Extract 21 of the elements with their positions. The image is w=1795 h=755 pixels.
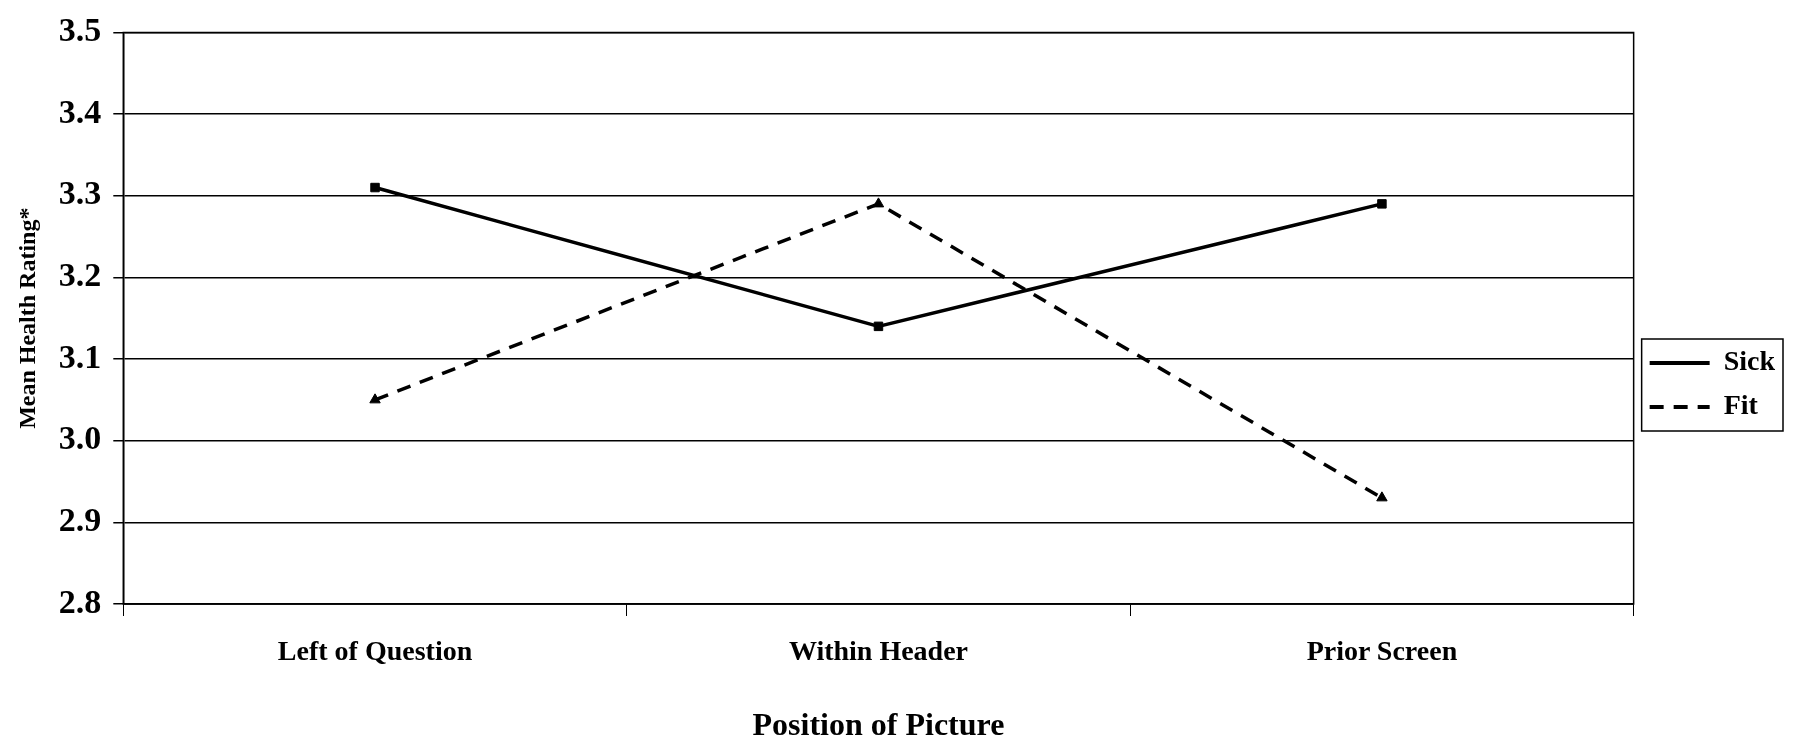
y-tick-label: 2.9 [58, 501, 102, 539]
point [370, 182, 380, 193]
y-tick-label: 3.4 [58, 92, 102, 130]
point [1377, 199, 1387, 209]
y-tick-label: 3.5 [58, 11, 102, 49]
y-tick-label: 3.2 [58, 256, 102, 294]
x-tick-label: Prior Screen [1306, 635, 1458, 667]
y-axis-title: Mean Health Rating* [13, 207, 40, 429]
y-tick-label: 2.8 [58, 582, 102, 620]
x-tick-label: Left of Question [277, 635, 473, 667]
x-tick-label: Within Header [788, 635, 969, 667]
y-tick-label: 3.3 [58, 174, 102, 212]
y-tick-label: 3.1 [58, 337, 102, 375]
point [872, 197, 885, 208]
y-tick-label: 3.0 [58, 419, 102, 457]
legend-label: Sick [1723, 345, 1776, 377]
legend-label: Fit [1723, 389, 1759, 421]
point [1376, 491, 1388, 502]
point [369, 393, 381, 404]
point [873, 321, 884, 332]
x-axis-title: Position of Picture [752, 706, 1005, 743]
